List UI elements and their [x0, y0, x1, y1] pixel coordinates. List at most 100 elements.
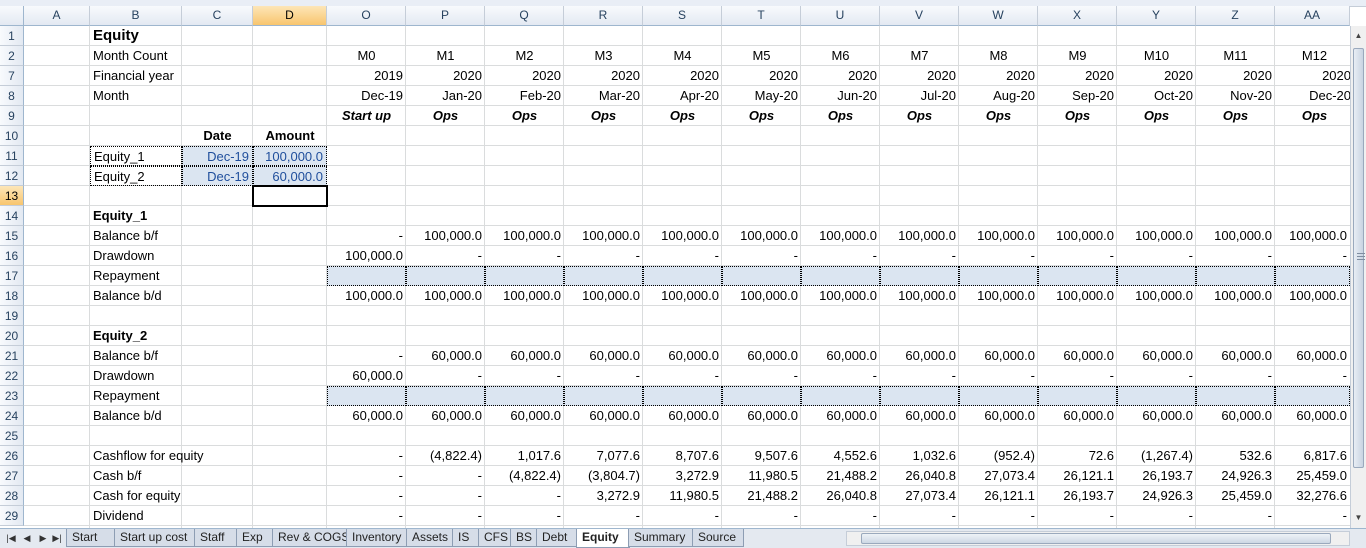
- row-header[interactable]: 17: [0, 266, 24, 286]
- repayment-input-cell[interactable]: [485, 386, 564, 406]
- row-header[interactable]: 7: [0, 66, 24, 86]
- repayment-input-cell[interactable]: [1275, 266, 1350, 286]
- row-header[interactable]: 26: [0, 446, 24, 466]
- repayment-input-cell[interactable]: [959, 386, 1038, 406]
- row-header[interactable]: 19: [0, 306, 24, 326]
- repayment-input-cell[interactable]: [722, 266, 801, 286]
- repayment-input-cell[interactable]: [327, 386, 406, 406]
- sheet-tab-debt[interactable]: Debt: [536, 529, 578, 547]
- scroll-up-icon[interactable]: ▲: [1354, 31, 1363, 40]
- column-header[interactable]: AA: [1275, 6, 1350, 26]
- row-header[interactable]: 29: [0, 506, 24, 526]
- row-header[interactable]: 1: [0, 26, 24, 46]
- sheet-tab-source[interactable]: Source: [692, 529, 744, 547]
- row-header[interactable]: 28: [0, 486, 24, 506]
- column-header[interactable]: U: [801, 6, 880, 26]
- sheet-tab-exp[interactable]: Exp: [236, 529, 274, 547]
- vertical-scrollbar[interactable]: ▲ ▼: [1350, 26, 1366, 530]
- sheet-tab-assets[interactable]: Assets: [406, 529, 454, 547]
- column-header[interactable]: A: [24, 6, 90, 26]
- row-header[interactable]: 27: [0, 466, 24, 486]
- column-header[interactable]: B: [90, 6, 182, 26]
- column-header[interactable]: R: [564, 6, 643, 26]
- horizontal-scrollbar[interactable]: [846, 531, 1350, 546]
- vertical-scroll-thumb[interactable]: [1353, 48, 1365, 468]
- sheet-tab-bs[interactable]: BS: [510, 529, 538, 547]
- repayment-input-cell[interactable]: [643, 386, 722, 406]
- column-header[interactable]: T: [722, 6, 801, 26]
- prev-sheet-icon[interactable]: ◀: [23, 533, 31, 543]
- column-header[interactable]: O: [327, 6, 406, 26]
- column-header[interactable]: X: [1038, 6, 1117, 26]
- repayment-input-cell[interactable]: [1196, 386, 1275, 406]
- sheet-tab-start[interactable]: Start: [66, 529, 116, 547]
- row-header[interactable]: 10: [0, 126, 24, 146]
- column-header[interactable]: W: [959, 6, 1038, 26]
- worksheet-grid[interactable]: Equity Month Count Financial year Month Date…: [24, 26, 1350, 530]
- sheet-tab-rev-cogs[interactable]: Rev & COGS: [272, 529, 349, 547]
- repayment-input-cell[interactable]: [1117, 266, 1196, 286]
- sheet-tab-equity[interactable]: Equity: [576, 529, 630, 548]
- row-header[interactable]: 12: [0, 166, 24, 186]
- column-header[interactable]: Z: [1196, 6, 1275, 26]
- input-amount-cell[interactable]: 100,000.0: [253, 146, 327, 166]
- row-header[interactable]: 15: [0, 226, 24, 246]
- sheet-tab-is[interactable]: IS: [452, 529, 480, 547]
- column-header[interactable]: S: [643, 6, 722, 26]
- row-header[interactable]: 14: [0, 206, 24, 226]
- row-header[interactable]: 2: [0, 46, 24, 66]
- input-amount-cell[interactable]: 60,000.0: [253, 166, 327, 186]
- column-header[interactable]: Q: [485, 6, 564, 26]
- row-header[interactable]: 25: [0, 426, 24, 446]
- repayment-input-cell[interactable]: [485, 266, 564, 286]
- column-header[interactable]: V: [880, 6, 959, 26]
- input-name-cell[interactable]: Equity_2: [90, 166, 182, 186]
- column-header[interactable]: Y: [1117, 6, 1196, 26]
- sheet-tab-inventory[interactable]: Inventory: [346, 529, 408, 547]
- column-header[interactable]: D: [253, 6, 327, 26]
- sheet-tab-summary[interactable]: Summary: [628, 529, 694, 547]
- repayment-input-cell[interactable]: [880, 266, 959, 286]
- row-header[interactable]: 21: [0, 346, 24, 366]
- row-header[interactable]: 20: [0, 326, 24, 346]
- repayment-input-cell[interactable]: [406, 386, 485, 406]
- repayment-input-cell[interactable]: [564, 386, 643, 406]
- input-date-cell[interactable]: Dec-19: [182, 146, 253, 166]
- input-date-cell[interactable]: Dec-19: [182, 166, 253, 186]
- repayment-input-cell[interactable]: [801, 266, 880, 286]
- repayment-input-cell[interactable]: [801, 386, 880, 406]
- column-header[interactable]: P: [406, 6, 485, 26]
- repayment-input-cell[interactable]: [1196, 266, 1275, 286]
- row-header[interactable]: 23: [0, 386, 24, 406]
- select-all-corner[interactable]: [0, 6, 24, 26]
- repayment-input-cell[interactable]: [564, 266, 643, 286]
- first-sheet-icon[interactable]: |◀: [6, 533, 16, 543]
- repayment-input-cell[interactable]: [1117, 386, 1196, 406]
- sheet-tab-start-up-cost[interactable]: Start up cost: [114, 529, 196, 547]
- repayment-input-cell[interactable]: [1038, 386, 1117, 406]
- repayment-input-cell[interactable]: [643, 266, 722, 286]
- repayment-input-cell[interactable]: [1038, 266, 1117, 286]
- row-header[interactable]: 22: [0, 366, 24, 386]
- last-sheet-icon[interactable]: ▶|: [52, 533, 62, 543]
- repayment-input-cell[interactable]: [880, 386, 959, 406]
- row-header[interactable]: 24: [0, 406, 24, 426]
- row-header[interactable]: 13: [0, 186, 24, 206]
- repayment-input-cell[interactable]: [959, 266, 1038, 286]
- repayment-input-cell[interactable]: [327, 266, 406, 286]
- row-header[interactable]: 8: [0, 86, 24, 106]
- column-header[interactable]: C: [182, 6, 253, 26]
- scroll-down-icon[interactable]: ▼: [1354, 513, 1363, 522]
- repayment-input-cell[interactable]: [1275, 386, 1350, 406]
- input-name-cell[interactable]: Equity_1: [90, 146, 182, 166]
- sheet-tab-staff[interactable]: Staff: [194, 529, 238, 547]
- active-cell-cursor[interactable]: [252, 185, 328, 207]
- row-header[interactable]: 16: [0, 246, 24, 266]
- row-header[interactable]: 18: [0, 286, 24, 306]
- row-header[interactable]: 11: [0, 146, 24, 166]
- row-header[interactable]: 9: [0, 106, 24, 126]
- next-sheet-icon[interactable]: ▶: [39, 533, 47, 543]
- sheet-tab-cfs[interactable]: CFS: [478, 529, 512, 547]
- repayment-input-cell[interactable]: [406, 266, 485, 286]
- repayment-input-cell[interactable]: [722, 386, 801, 406]
